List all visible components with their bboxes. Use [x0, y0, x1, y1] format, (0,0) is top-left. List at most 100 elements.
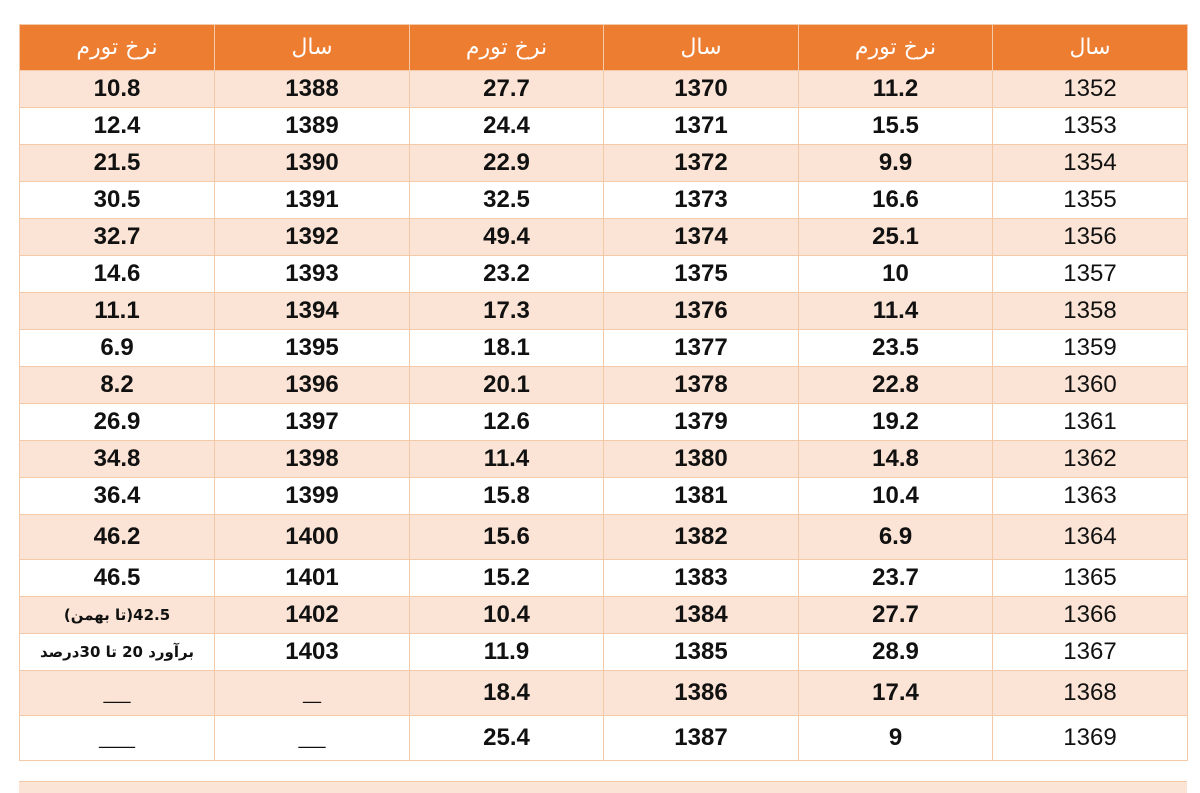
table-row: 46.2 1400 15.6 1382 6.9 1364 [19, 514, 1188, 560]
year-cell: 1369 [992, 715, 1188, 761]
inflation-rate-cell: 17.3 [409, 292, 604, 330]
table-row: 8.2 1396 20.1 1378 22.8 1360 [19, 366, 1188, 404]
year-cell: 1356 [992, 218, 1188, 256]
inflation-rate-cell: 23.2 [409, 255, 604, 293]
inflation-rate-cell: 12.6 [409, 403, 604, 441]
header-inflation-rate-col-5: نرخ تورم [798, 24, 993, 71]
inflation-rate-cell: برآورد 20 تا 30درصد [19, 633, 215, 671]
year-cell: 1400 [214, 514, 410, 560]
year-cell: 1394 [214, 292, 410, 330]
inflation-rate-cell: 14.6 [19, 255, 215, 293]
inflation-rate-cell: ___ [19, 670, 215, 716]
year-cell: 1370 [603, 70, 799, 108]
inflation-rate-cell: 15.2 [409, 559, 604, 597]
year-cell: 1384 [603, 596, 799, 634]
year-cell: 1377 [603, 329, 799, 367]
header-year-col-6: سال [992, 24, 1188, 71]
inflation-rate-cell: 15.6 [409, 514, 604, 560]
inflation-rate-cell: 6.9 [19, 329, 215, 367]
inflation-rate-cell: 27.7 [409, 70, 604, 108]
year-cell: 1382 [603, 514, 799, 560]
inflation-rate-cell: 9.9 [798, 144, 993, 182]
year-cell: 1357 [992, 255, 1188, 293]
inflation-rate-cell: 24.4 [409, 107, 604, 145]
inflation-rate-cell: 11.4 [409, 440, 604, 478]
inflation-rate-cell: 16.6 [798, 181, 993, 219]
year-cell: 1353 [992, 107, 1188, 145]
inflation-rate-cell: 11.1 [19, 292, 215, 330]
inflation-rate-cell: 46.5 [19, 559, 215, 597]
inflation-rate-cell: 20.1 [409, 366, 604, 404]
inflation-rate-cell: 11.2 [798, 70, 993, 108]
table-header-row: نرخ تورم سال نرخ تورم سال نرخ تورم سال [19, 24, 1188, 71]
table-row: 36.4 1399 15.8 1381 10.4 1363 [19, 477, 1188, 515]
year-cell: 1352 [992, 70, 1188, 108]
header-inflation-rate-col-1: نرخ تورم [19, 24, 215, 71]
year-cell: 1403 [214, 633, 410, 671]
table-continuation-strip [19, 781, 1187, 793]
table-row: 6.9 1395 18.1 1377 23.5 1359 [19, 329, 1188, 367]
table-row: ___ __ 18.4 1386 17.4 1368 [19, 670, 1188, 716]
header-year-col-2: سال [214, 24, 410, 71]
inflation-rate-cell: 23.5 [798, 329, 993, 367]
year-cell: 1401 [214, 559, 410, 597]
inflation-rate-cell: 46.2 [19, 514, 215, 560]
year-cell: 1398 [214, 440, 410, 478]
header-year-col-4: سال [603, 24, 799, 71]
inflation-rate-cell: 30.5 [19, 181, 215, 219]
year-cell: 1376 [603, 292, 799, 330]
year-cell: 1387 [603, 715, 799, 761]
table-row: 11.1 1394 17.3 1376 11.4 1358 [19, 292, 1188, 330]
inflation-rate-cell: 42.5(تا بهمن) [19, 596, 215, 634]
table-row: 42.5(تا بهمن) 1402 10.4 1384 27.7 1366 [19, 596, 1188, 634]
year-cell: 1375 [603, 255, 799, 293]
inflation-rate-cell: 15.5 [798, 107, 993, 145]
inflation-rate-cell: 25.1 [798, 218, 993, 256]
inflation-rate-cell: 11.4 [798, 292, 993, 330]
inflation-rate-cell: 8.2 [19, 366, 215, 404]
inflation-rate-cell: 19.2 [798, 403, 993, 441]
table-row: 10.8 1388 27.7 1370 11.2 1352 [19, 70, 1188, 108]
year-cell: 1358 [992, 292, 1188, 330]
year-cell: 1388 [214, 70, 410, 108]
year-cell: 1354 [992, 144, 1188, 182]
inflation-rate-cell: 22.8 [798, 366, 993, 404]
table-row: 26.9 1397 12.6 1379 19.2 1361 [19, 403, 1188, 441]
inflation-rate-cell: 10 [798, 255, 993, 293]
year-cell: 1372 [603, 144, 799, 182]
inflation-rate-cell: 27.7 [798, 596, 993, 634]
year-cell: 1367 [992, 633, 1188, 671]
inflation-rate-cell: 12.4 [19, 107, 215, 145]
year-cell: 1373 [603, 181, 799, 219]
inflation-rate-cell: 18.4 [409, 670, 604, 716]
year-cell: 1366 [992, 596, 1188, 634]
inflation-rate-cell: 26.9 [19, 403, 215, 441]
year-cell: 1391 [214, 181, 410, 219]
year-cell: 1362 [992, 440, 1188, 478]
year-cell: 1379 [603, 403, 799, 441]
table-row: 34.8 1398 11.4 1380 14.8 1362 [19, 440, 1188, 478]
table-body: 10.8 1388 27.7 1370 11.2 1352 12.4 1389 24.4 1371… [19, 70, 1188, 761]
table-row: 30.5 1391 32.5 1373 16.6 1355 [19, 181, 1188, 219]
year-cell: __ [214, 670, 410, 716]
inflation-rate-cell: ____ [19, 715, 215, 761]
table-row: ____ ___ 25.4 1387 9 1369 [19, 715, 1188, 761]
inflation-rate-cell: 28.9 [798, 633, 993, 671]
year-cell: 1392 [214, 218, 410, 256]
year-cell: 1397 [214, 403, 410, 441]
inflation-rate-cell: 10.8 [19, 70, 215, 108]
year-cell: 1363 [992, 477, 1188, 515]
year-cell: 1396 [214, 366, 410, 404]
inflation-rate-cell: 18.1 [409, 329, 604, 367]
year-cell: 1390 [214, 144, 410, 182]
inflation-rate-cell: 36.4 [19, 477, 215, 515]
year-cell: 1399 [214, 477, 410, 515]
inflation-rate-cell: 32.5 [409, 181, 604, 219]
year-cell: 1395 [214, 329, 410, 367]
table-row: 21.5 1390 22.9 1372 9.9 1354 [19, 144, 1188, 182]
year-cell: 1368 [992, 670, 1188, 716]
inflation-rate-cell: 9 [798, 715, 993, 761]
inflation-rate-cell: 17.4 [798, 670, 993, 716]
year-cell: 1402 [214, 596, 410, 634]
